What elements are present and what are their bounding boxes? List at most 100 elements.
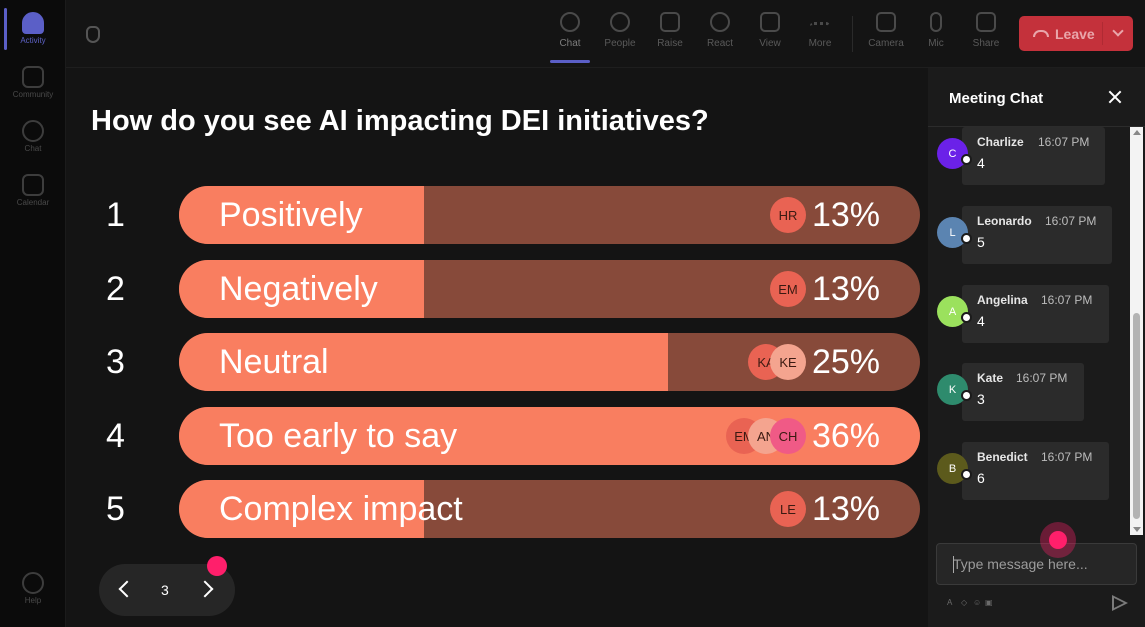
page-number: 3 (161, 582, 169, 598)
poll-option-percent: 13% (811, 270, 880, 308)
community-icon (22, 66, 44, 88)
presence-status-icon (961, 469, 972, 480)
gif-icon[interactable]: ▣ (985, 598, 993, 607)
poll-option-row: 5 Complex impact LE 13% (66, 480, 928, 538)
avatar: CH (770, 418, 806, 454)
message-bubble: Kate 16:07 PM 3 (962, 363, 1084, 421)
toolbar-button-label: Chat (559, 38, 581, 49)
attach-icon[interactable]: ◇ (961, 598, 968, 607)
toolbar-people-button[interactable]: People (597, 12, 643, 49)
poll-option-bar: Positively HR 13% (179, 186, 920, 244)
poll-option-label: Too early to say (219, 417, 458, 455)
rail-active-indicator (4, 8, 7, 50)
toolbar-share-button[interactable]: Share (963, 12, 1009, 49)
chat-icon (560, 12, 580, 32)
camera-off-icon (876, 12, 896, 32)
chevron-left-icon[interactable] (118, 580, 136, 598)
chat-message-list[interactable]: Charlize 16:07 PM 4 C Leonardo 16:07 PM 5 L Ange… (928, 127, 1130, 535)
chat-message-input[interactable] (936, 543, 1137, 585)
toolbar-view-button[interactable]: View (747, 12, 793, 49)
message-bubble: Leonardo 16:07 PM 5 (962, 206, 1112, 264)
message-timestamp: 16:07 PM (1045, 214, 1097, 228)
poll-voter-avatars: HR (770, 197, 806, 233)
toolbar-chat-button[interactable]: Chat (547, 12, 593, 63)
poll-option-label: Neutral (219, 343, 329, 381)
chat-title: Meeting Chat (949, 90, 1044, 107)
message-bubble: Charlize 16:07 PM 4 (962, 127, 1105, 185)
rail-item-calendar[interactable]: Calendar (0, 174, 66, 207)
leave-button[interactable]: Leave (1019, 16, 1133, 51)
toolbar-button-label: More (808, 38, 832, 49)
message-text: 6 (977, 470, 985, 486)
poll-option-row: 2 Negatively EM 13% (66, 260, 928, 318)
format-text-icon[interactable]: A (947, 598, 953, 607)
message-timestamp: 16:07 PM (1041, 293, 1093, 307)
rail-item-activity[interactable]: Activity (0, 12, 66, 45)
chat-scrollbar[interactable] (1130, 127, 1143, 535)
toolbar-button-label: People (604, 38, 636, 49)
avatar: EM (770, 271, 806, 307)
chat-icon (22, 120, 44, 142)
message-sender: Angelina (977, 293, 1028, 307)
poll-voter-avatars: KA KE (748, 344, 806, 380)
toolbar-button-label: React (706, 38, 734, 49)
rail-item-label: Chat (24, 144, 42, 153)
rail-item-chat[interactable]: Chat (0, 120, 66, 153)
toolbar-camera-button[interactable]: Camera (863, 12, 909, 49)
toolbar-react-button[interactable]: React (697, 12, 743, 49)
poll-option-number: 1 (106, 196, 125, 234)
message-text: 3 (977, 391, 985, 407)
toolbar-mic-button[interactable]: Mic (913, 12, 959, 49)
poll-voter-avatars: EM (770, 271, 806, 307)
poll-stage: How do you see AI impacting DEI initiati… (66, 68, 928, 627)
poll-option-label: Positively (219, 196, 363, 234)
chat-divider (928, 126, 1145, 127)
meeting-toolbar: Chat People Raise React View More Camera… (66, 0, 1145, 68)
help-icon (22, 572, 44, 594)
rail-item-label: Community (12, 90, 54, 99)
toolbar-more-button[interactable]: More (797, 12, 843, 49)
people-icon (610, 12, 630, 32)
poll-option-number: 5 (106, 490, 125, 528)
message-sender: Leonardo (977, 214, 1032, 228)
leave-label: Leave (1055, 25, 1095, 42)
toolbar-raise-button[interactable]: Raise (647, 12, 693, 49)
poll-option-row: 4 Too early to say EM AN CH 36% (66, 407, 928, 465)
react-icon (710, 12, 730, 32)
notification-dot (207, 556, 227, 576)
poll-option-fill (179, 260, 424, 318)
message-text: 4 (977, 313, 985, 329)
poll-option-percent: 25% (811, 343, 880, 381)
send-icon[interactable] (1112, 595, 1128, 611)
rail-item-label: Activity (20, 36, 46, 45)
scrollbar-thumb[interactable] (1133, 313, 1140, 519)
poll-option-percent: 36% (811, 417, 880, 455)
poll-option-row: 3 Neutral KA KE 25% (66, 333, 928, 391)
calendar-icon (22, 174, 44, 196)
message-timestamp: 16:07 PM (1038, 135, 1090, 149)
poll-option-fill (179, 333, 668, 391)
text-caret (953, 556, 954, 573)
rail-item-community[interactable]: Community (0, 66, 66, 99)
chevron-right-icon[interactable] (196, 580, 214, 598)
poll-option-label: Complex impact (219, 490, 463, 528)
message-sender: Kate (977, 371, 1004, 385)
message-text: 5 (977, 234, 985, 250)
scroll-down-icon[interactable] (1133, 527, 1141, 532)
leave-divider (1102, 22, 1103, 45)
emoji-icon[interactable]: ☺ (973, 598, 982, 607)
close-icon[interactable] (1108, 90, 1122, 104)
rail-item-help[interactable]: Help (0, 572, 66, 605)
poll-option-fill (179, 186, 424, 244)
toolbar-button-label: Camera (868, 38, 904, 49)
poll-option-number: 3 (106, 343, 125, 381)
poll-option-label: Negatively (219, 270, 378, 308)
poll-voter-avatars: LE (770, 491, 806, 527)
poll-option-bar: Complex impact LE 13% (179, 480, 920, 538)
toolbar-separator (852, 16, 853, 52)
chevron-down-icon[interactable] (1112, 25, 1124, 37)
scroll-up-icon[interactable] (1133, 130, 1141, 135)
avatar: LE (770, 491, 806, 527)
share-icon (976, 12, 996, 32)
message-sender: Benedict (977, 450, 1028, 464)
